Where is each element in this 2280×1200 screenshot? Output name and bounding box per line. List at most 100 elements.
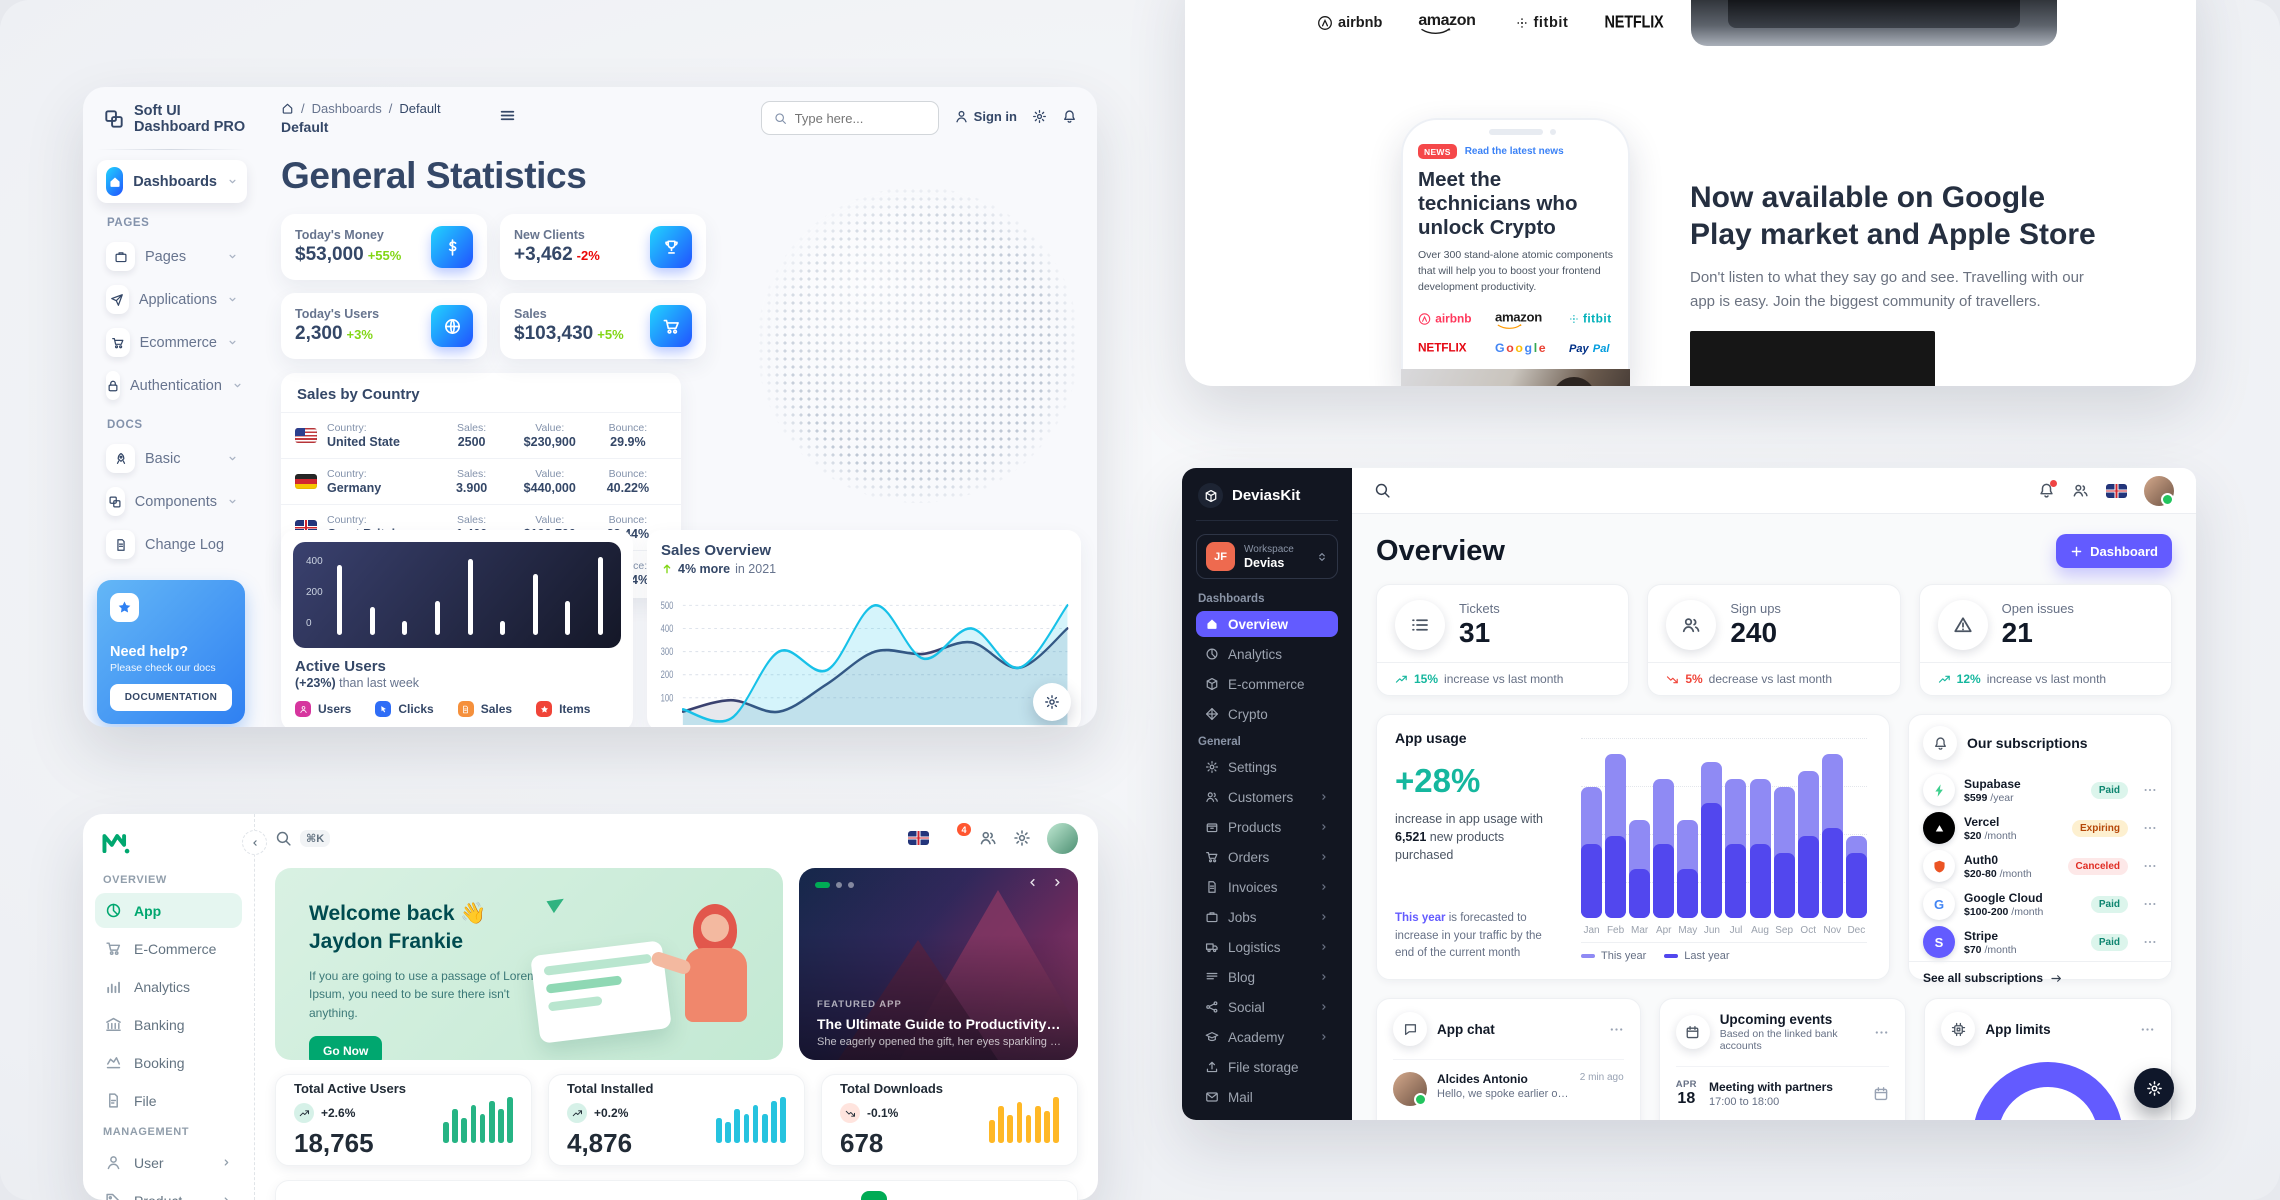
sidebar-item-ecommerce[interactable]: Ecommerce [97,323,247,362]
sidebar-item-authentication[interactable]: Authentication [97,366,247,405]
chat-item[interactable]: Alcides Antonio Hello, we spoke earlier … [1393,1059,1624,1106]
add-dashboard-button[interactable]: Dashboard [2056,534,2172,568]
sidebar-item-invoices[interactable]: Invoices [1196,874,1338,900]
see-all-subscriptions-link[interactable]: See all subscriptions [1909,961,2171,994]
sidebar-item-file[interactable]: File [95,1083,242,1118]
search-shortcut-chip[interactable]: ⌘K [300,829,331,847]
carousel-dots[interactable] [815,882,854,888]
upcoming-events-card: Upcoming events Based on the linked bank… [1658,998,1907,1120]
workspace-switcher[interactable]: JF Workspace Devias [1196,534,1338,579]
sidebar-item-mail[interactable]: Mail [1196,1084,1338,1110]
sidebar-item-blog[interactable]: Blog [1196,964,1338,990]
more-options-icon[interactable] [1874,1025,1889,1040]
sidebar-item-social[interactable]: Social [1196,994,1338,1020]
language-flag[interactable] [908,831,929,845]
news-badge: NEWS [1418,144,1457,159]
sidebar-item-jobs[interactable]: Jobs [1196,904,1338,930]
bell-icon[interactable] [2038,480,2057,499]
legend-users: Users [295,701,351,717]
sidebar-item-applications[interactable]: Applications [97,280,247,319]
video-player[interactable]: Video unavailable [1690,331,1935,386]
settings-fab[interactable] [2134,1068,2174,1108]
carousel-prev-icon[interactable] [1026,876,1039,889]
more-options-icon[interactable] [2143,821,2157,835]
stat-card-today-s-users: Today's Users 2,300 +3% [281,293,487,359]
gear-icon[interactable] [1032,109,1047,124]
devias-logo[interactable]: DeviasKit [1196,481,1338,521]
sidebar-item-analytics[interactable]: Analytics [95,969,242,1004]
more-options-icon[interactable] [1609,1022,1624,1037]
legend-item: Last year [1664,950,1730,962]
documentation-button[interactable]: DOCUMENTATION [110,684,232,711]
search-input[interactable] [794,110,926,126]
bar-feb [1605,738,1627,918]
subscription-row-stripe[interactable]: S Stripe $70 /month Paid [1909,923,2171,961]
featured-app-card[interactable]: FEATURED APP The Ultimate Guide to Produ… [799,868,1078,1060]
sidebar-item-dashboards[interactable]: Dashboards [97,160,247,203]
sidebar-item-file-storage[interactable]: File storage [1196,1054,1338,1080]
sidebar-item-settings[interactable]: Settings [1196,754,1338,780]
sidebar-item-crypto[interactable]: Crypto [1196,701,1338,727]
more-options-icon[interactable] [2143,783,2157,797]
netflix-logo: NETFLIX [1418,341,1467,355]
more-options-icon[interactable] [2143,859,2157,873]
stat-card-sign-ups: Sign ups 240 5% decrease vs last month [1647,584,1901,696]
sidebar-item-basic[interactable]: Basic [97,439,247,478]
sidebar-item-analytics[interactable]: Analytics [1196,641,1338,667]
softui-sidebar: Soft UI Dashboard PRO Dashboards PAGES P… [83,87,259,727]
news-link[interactable]: Read the latest news [1464,146,1564,157]
sidebar-item-pages[interactable]: Pages [97,237,247,276]
more-options-icon[interactable] [2143,897,2157,911]
language-flag[interactable] [2106,483,2127,498]
gear-icon[interactable] [1013,829,1031,847]
go-now-button[interactable]: Go Now [309,1036,383,1060]
sidebar-item-banking[interactable]: Banking [95,1007,242,1042]
sidebar-item-user[interactable]: User [95,1145,242,1180]
person-icon [105,1154,122,1171]
sidebar-item-booking[interactable]: Booking [95,1045,242,1080]
minimals-logo-icon[interactable] [101,830,131,856]
avatar[interactable] [2144,475,2174,506]
star-icon [536,701,553,717]
contacts-icon[interactable] [979,829,997,847]
subscription-row-supabase[interactable]: Supabase $599 /year Paid [1909,771,2171,809]
help-title: Need help? [110,644,189,660]
softui-logo[interactable]: Soft UI Dashboard PRO [97,103,259,135]
more-options-icon[interactable] [2143,935,2157,949]
subscription-row-auth0[interactable]: Auth0 $20-80 /month Canceled [1909,847,2171,885]
chart-settings-button[interactable] [1033,683,1071,721]
subscription-row-google[interactable]: G Google Cloud $100-200 /month Paid [1909,885,2171,923]
y-axis-label: 200 [306,587,323,598]
breadcrumb-dashboards[interactable]: Dashboards [311,101,382,116]
sidebar-item-chat[interactable]: Chat [1196,1114,1338,1121]
sidebar-item-logistics[interactable]: Logistics [1196,934,1338,960]
sign-in-button[interactable]: Sign in [954,109,1017,124]
sidebar-item-components[interactable]: Components [97,482,247,521]
subscription-row-vercel[interactable]: Vercel $20 /month Expiring [1909,809,2171,847]
sidebar-item-overview[interactable]: Overview [1196,611,1338,637]
sidebar-item-e-commerce[interactable]: E-commerce [1196,671,1338,697]
carousel-next-icon[interactable] [1051,876,1064,889]
sidebar-item-app[interactable]: App [95,893,242,928]
bell-icon[interactable]: 4 [945,823,971,847]
sidebar-item-orders[interactable]: Orders [1196,844,1338,870]
sidebar-item-customers[interactable]: Customers [1196,784,1338,810]
sidebar-item-academy[interactable]: Academy [1196,1024,1338,1050]
event-item[interactable]: APR 18 Meeting with partners 17:00 to 18:… [1675,1066,1890,1108]
search-icon[interactable] [275,830,292,847]
search-icon[interactable] [1374,482,1391,499]
bell-icon[interactable] [1062,109,1077,124]
home-icon[interactable] [281,102,294,115]
avatar[interactable] [1047,822,1078,854]
sidebar-collapse-button[interactable] [242,830,267,855]
users-icon[interactable] [2072,482,2089,499]
sidebar-item-change-log[interactable]: Change Log [97,525,247,564]
sidebar-item-e-commerce[interactable]: E-Commerce [95,931,242,966]
minimals-nav: OVERVIEW App E-Commerce Analytics Bankin… [95,874,242,1200]
search-box[interactable] [760,101,939,135]
sidebar-item-product[interactable]: Product [95,1183,242,1200]
menu-icon[interactable] [499,107,516,124]
sparkline-chart [989,1097,1059,1143]
more-options-icon[interactable] [2140,1022,2155,1037]
sidebar-item-products[interactable]: Products [1196,814,1338,840]
